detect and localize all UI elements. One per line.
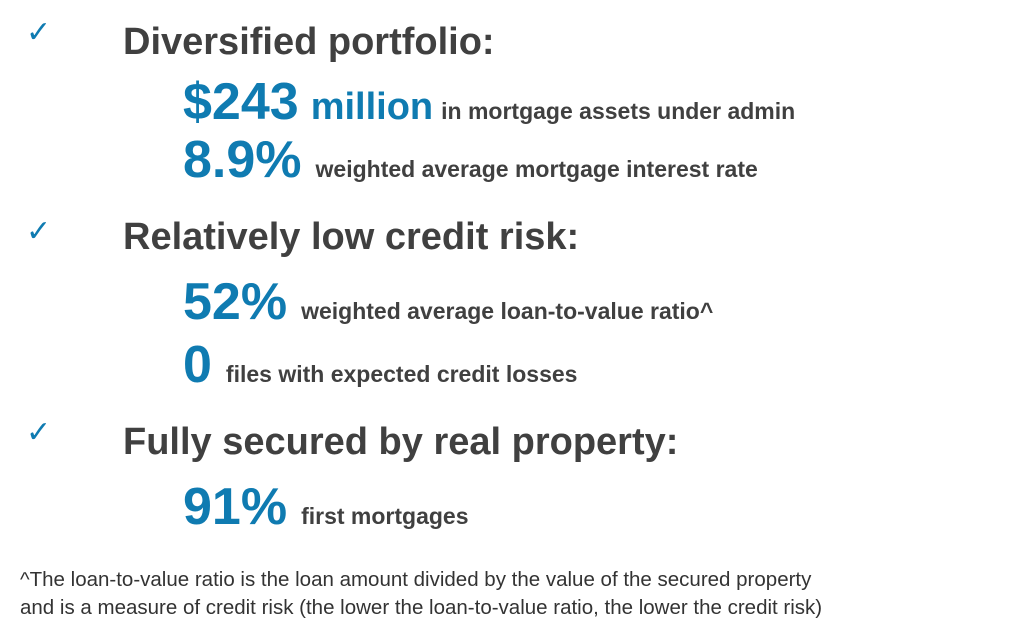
stat-text: in mortgage assets under admin xyxy=(441,98,796,124)
stat-unit: million xyxy=(310,86,434,128)
stat-row: $243 million in mortgage assets under ad… xyxy=(183,76,795,128)
stat-text: weighted average mortgage interest rate xyxy=(315,156,758,182)
stat-row: 52% weighted average loan-to-value ratio… xyxy=(183,276,713,328)
heading-text: Relatively low credit risk: xyxy=(123,216,580,258)
stat-text: weighted average loan-to-value ratio^ xyxy=(301,298,714,324)
stat-value: 8.9% xyxy=(183,131,302,189)
section-heading: Relatively low credit risk: xyxy=(123,218,579,256)
stat-row: 0 files with expected credit losses xyxy=(183,339,577,391)
footnote-line: ^The loan-to-value ratio is the loan amo… xyxy=(20,568,812,591)
stat-text: first mortgages xyxy=(301,503,469,529)
stat-value: 52% xyxy=(183,273,288,331)
stat-value: 0 xyxy=(183,336,212,394)
stat-row: 8.9% weighted average mortgage interest … xyxy=(183,134,758,186)
section-heading: Fully secured by real property: xyxy=(123,423,678,461)
stat-text: files with expected credit losses xyxy=(225,361,578,387)
stat-value: 91% xyxy=(183,478,288,536)
stat-value: $243 xyxy=(183,73,299,131)
checkmark-icon: ✓ xyxy=(26,15,52,50)
checkmark-icon: ✓ xyxy=(26,415,52,450)
footnote-line: and is a measure of credit risk (the low… xyxy=(20,596,823,619)
checkmark-icon: ✓ xyxy=(26,214,52,249)
section-heading: Diversified portfolio: xyxy=(123,23,495,61)
heading-text: Diversified portfolio: xyxy=(123,21,495,63)
stat-row: 91% first mortgages xyxy=(183,481,469,533)
heading-text: Fully secured by real property: xyxy=(123,421,679,463)
